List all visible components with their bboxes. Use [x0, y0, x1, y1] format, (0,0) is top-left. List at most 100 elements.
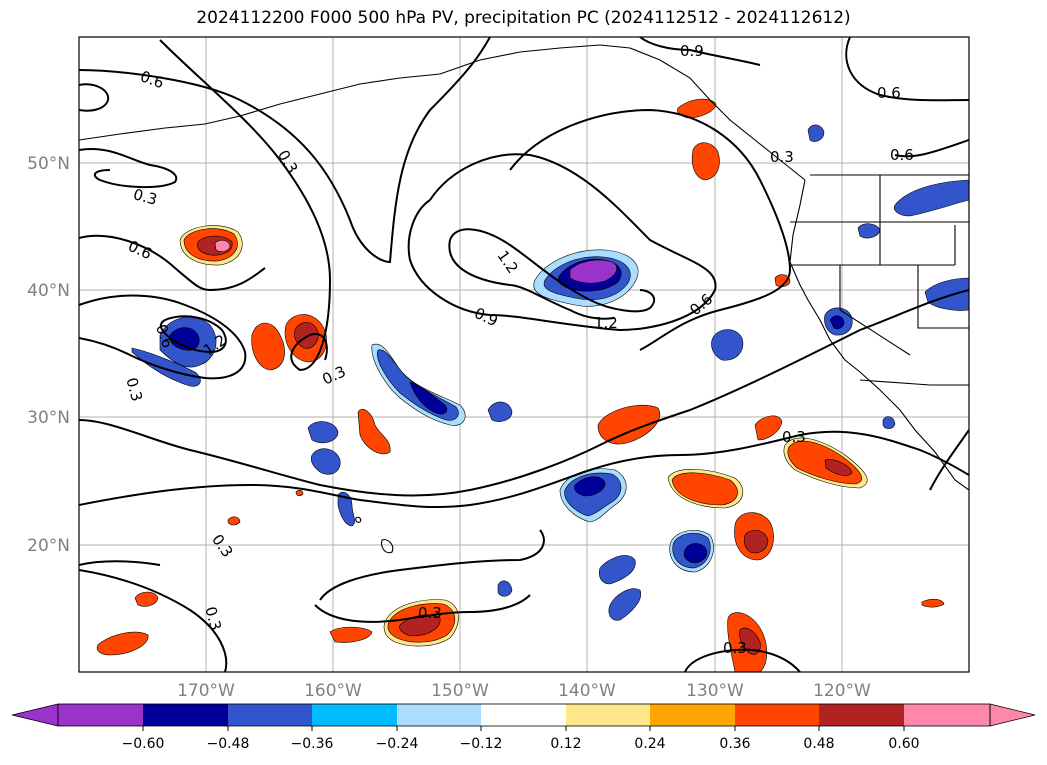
contour-0.6-mid — [79, 234, 266, 292]
precip-blob — [743, 530, 769, 554]
contour-0.3-lower — [79, 569, 228, 672]
precip-blob — [691, 142, 720, 181]
lon-tick-label: 150°W — [431, 681, 489, 701]
colorbar-tick-label: −0.48 — [207, 736, 250, 752]
colorbar-segment — [650, 704, 735, 726]
lon-tick-label: 130°W — [686, 681, 744, 701]
lon-tick-label: 140°W — [558, 681, 616, 701]
state-border — [839, 265, 911, 356]
contour-label: 0.3 — [131, 185, 159, 209]
lat-tick-label: 50°N — [27, 154, 70, 174]
colorbar-segment — [481, 704, 566, 726]
longitude-labels: 170°W 160°W 150°W 140°W 130°W 120°W — [177, 681, 871, 701]
colorbar-tick-label: −0.24 — [376, 736, 419, 752]
precip-blob — [608, 588, 642, 621]
colorbar-tick-label: −0.12 — [460, 736, 503, 752]
colorbar-tick-label: 0.24 — [634, 736, 665, 752]
precip-blob — [214, 239, 231, 252]
colorbar: −0.60 −0.48 −0.36 −0.24 −0.12 0.12 0.24 … — [11, 703, 1036, 752]
precip-blob — [357, 408, 391, 455]
contour-label: 0.3 — [782, 428, 806, 446]
contour-0.3-west — [79, 148, 178, 189]
contour-label: 0.3 — [201, 605, 225, 633]
precip-blob — [295, 489, 304, 497]
precip-blob — [251, 322, 285, 371]
colorbar-segment — [58, 704, 143, 726]
precip-blob — [574, 476, 606, 497]
contour-label: 0.3 — [723, 639, 747, 657]
us-west-coast — [789, 179, 969, 491]
colorbar-segment — [819, 704, 904, 726]
precip-blob — [893, 179, 969, 217]
precip-blob — [711, 329, 744, 361]
precip-blob — [924, 277, 969, 311]
contour-0.3-band-b — [79, 430, 969, 509]
contour-0.6-ne — [845, 37, 969, 102]
gridlines — [79, 37, 969, 672]
colorbar-tick-label: 0.12 — [550, 736, 581, 752]
contour-left-ring-a — [79, 294, 247, 380]
hawaii-island — [355, 516, 362, 523]
precip-blob — [599, 555, 636, 585]
map-title: 2024112200 F000 500 hPa PV, precipitatio… — [196, 8, 851, 28]
precipitation-field — [96, 98, 969, 672]
contour-1.2-ring — [449, 228, 656, 313]
contour-0.6-nw-loop — [79, 83, 110, 112]
precip-blob — [307, 421, 339, 444]
pv-contours — [79, 37, 969, 672]
precip-blob — [227, 516, 241, 526]
hawaii-island — [381, 539, 394, 554]
contour-label: 0.6 — [877, 84, 901, 102]
precip-blob — [882, 416, 896, 429]
state-border — [859, 379, 969, 386]
lon-tick-label: 170°W — [177, 681, 235, 701]
colorbar-tick-label: −0.36 — [291, 736, 334, 752]
map-frame — [78, 36, 970, 673]
precip-blob — [829, 315, 845, 330]
colorbar-extend-max — [989, 703, 1036, 727]
colorbar-extend-min — [11, 703, 59, 727]
lon-tick-label: 120°W — [813, 681, 871, 701]
map-background — [79, 37, 969, 672]
contour-0.3-big — [159, 39, 332, 372]
precip-blob — [774, 274, 791, 287]
precip-blob — [739, 627, 761, 655]
contour-label: 0.3 — [770, 148, 794, 166]
colorbar-segment — [904, 704, 990, 726]
precip-blob — [487, 401, 513, 422]
precip-blob — [671, 472, 738, 506]
contour-0.3-south-a — [79, 560, 161, 566]
precip-blob — [824, 459, 853, 476]
contour-0.6-east — [509, 108, 792, 351]
contour-0.6-east2 — [894, 139, 969, 158]
contour-0.9-ne — [639, 37, 761, 66]
contour-0.3-band-a — [79, 289, 969, 497]
lat-tick-label: 20°N — [27, 536, 70, 556]
precip-blob — [921, 598, 945, 608]
precip-blob — [131, 347, 201, 387]
colorbar-segment — [566, 704, 650, 726]
colorbar-segment — [312, 704, 397, 726]
colorbar-segment — [735, 704, 819, 726]
contour-label: 1.2 — [594, 314, 618, 332]
alaska-aleutian-coast — [79, 44, 806, 181]
lat-tick-label: 30°N — [27, 408, 70, 428]
lon-tick-label: 160°W — [304, 681, 362, 701]
precip-blob — [807, 124, 825, 142]
precip-blob — [134, 591, 159, 607]
precip-blob — [569, 259, 618, 284]
colorbar-segment — [228, 704, 312, 726]
contour-label: 0.6 — [890, 146, 914, 164]
contour-0.3-far-right — [929, 429, 969, 491]
colorbar-outline — [57, 703, 991, 727]
colorbar-segment — [143, 704, 228, 726]
precip-blob — [337, 491, 355, 527]
state-border — [917, 265, 969, 329]
contour-label: 0.3 — [122, 376, 146, 404]
contour-1.2-left — [448, 239, 616, 320]
lat-tick-label: 40°N — [27, 281, 70, 301]
contour-0.3-bottom-right — [684, 648, 801, 672]
contour-label: 0.3 — [418, 604, 442, 622]
contour-label: 0.9 — [680, 42, 704, 60]
